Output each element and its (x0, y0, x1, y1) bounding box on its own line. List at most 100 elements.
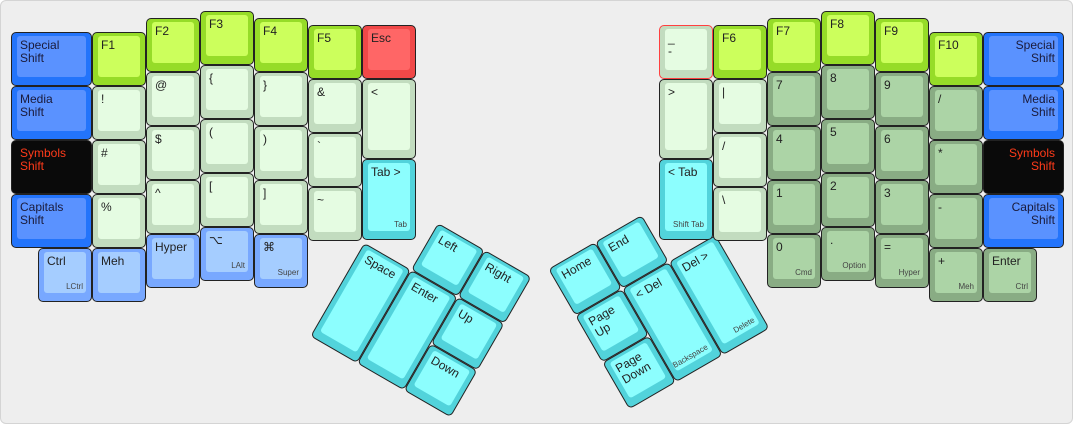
key-label: 3 (884, 186, 891, 200)
key-label: Del > (679, 248, 712, 275)
key-symbols-shift[interactable]: Symbols Shift (983, 140, 1064, 194)
key-symbol[interactable]: - (929, 194, 983, 248)
key-symbol[interactable]: # (92, 140, 146, 194)
key-6[interactable]: 6 (875, 126, 929, 180)
key-2[interactable]: 2 (821, 173, 875, 227)
key-meh[interactable]: Meh (92, 248, 146, 302)
key-symbol[interactable]: ~ (308, 187, 362, 241)
key-label: ~ (317, 193, 325, 207)
key-symbol[interactable]: @ (146, 72, 200, 126)
key-f10[interactable]: F10 (929, 32, 983, 86)
key-capitals-shift[interactable]: Capitals Shift (11, 194, 92, 248)
key-label: Special Shift (1015, 38, 1055, 65)
key-label: . (830, 233, 834, 247)
key-label: Capitals Shift (20, 200, 64, 227)
key-sublabel: LCtrl (66, 282, 83, 291)
key-label: _ - (668, 31, 675, 58)
key-symbol[interactable]: > (659, 79, 713, 159)
key-ctrl[interactable]: Ctrl LCtrl (38, 248, 92, 302)
key-0[interactable]: 0 Cmd (767, 234, 821, 288)
key-symbol[interactable]: * (929, 140, 983, 194)
key-1[interactable]: 1 (767, 180, 821, 234)
keycap: > (665, 83, 707, 150)
key-media-shift[interactable]: Media Shift (983, 86, 1064, 140)
key-symbol[interactable]: { (200, 65, 254, 119)
key-4[interactable]: 4 (767, 126, 821, 180)
key-f5[interactable]: F5 (308, 25, 362, 79)
key-label: 0 (776, 240, 783, 254)
keycap: F3 (206, 15, 248, 56)
keycap: F6 (719, 29, 761, 70)
keycap: ⌘ Super (260, 238, 302, 279)
key-f6[interactable]: F6 (713, 25, 767, 79)
key-symbol[interactable]: / (929, 86, 983, 140)
key-label: ⌘ (263, 240, 275, 254)
key-f2[interactable]: F2 (146, 18, 200, 72)
key-sublabel: Ctrl (1015, 282, 1028, 291)
key-label: Left (435, 232, 461, 255)
keycap: Special Shift (17, 36, 86, 77)
key-f7[interactable]: F7 (767, 18, 821, 72)
key-esc[interactable]: Esc (362, 25, 416, 79)
key-3[interactable]: 3 (875, 180, 929, 234)
key-symbol[interactable]: ⌥ LAlt (200, 227, 254, 281)
keycap: 8 (827, 69, 869, 110)
key-symbol[interactable]: ⌘ Super (254, 234, 308, 288)
keycap: 1 (773, 184, 815, 225)
key-5[interactable]: 5 (821, 119, 875, 173)
key-symbol[interactable]: $ (146, 126, 200, 180)
key-tab[interactable]: Tab > Tab (362, 159, 416, 240)
key-symbol[interactable]: ] (254, 180, 308, 234)
key-symbol[interactable]: ` (308, 133, 362, 187)
keycap: F8 (827, 15, 869, 56)
key-label: F5 (317, 31, 332, 45)
key-sublabel: Meh (958, 282, 974, 291)
keycap: Esc (368, 29, 410, 70)
key-enter[interactable]: Enter Ctrl (983, 248, 1037, 302)
keycap: Special Shift (989, 36, 1058, 77)
key-f9[interactable]: F9 (875, 18, 929, 72)
key-tab[interactable]: < Tab Shift Tab (659, 159, 713, 240)
key-symbol[interactable]: / (713, 133, 767, 187)
key-symbols-shift[interactable]: Symbols Shift (11, 140, 92, 194)
key-8[interactable]: 8 (821, 65, 875, 119)
key-special-shift[interactable]: Special Shift (11, 32, 92, 86)
key-symbol[interactable]: | (713, 79, 767, 133)
key-label: Right (482, 259, 514, 286)
key-label: F6 (722, 31, 737, 45)
key-symbol[interactable]: ! (92, 86, 146, 140)
keycap: / (719, 137, 761, 178)
key-f3[interactable]: F3 (200, 11, 254, 65)
key-media-shift[interactable]: Media Shift (11, 86, 92, 140)
key-symbol[interactable]: [ (200, 173, 254, 227)
key-label: Esc (371, 31, 392, 45)
key-f1[interactable]: F1 (92, 32, 146, 86)
key-symbol[interactable]: } (254, 72, 308, 126)
key-f8[interactable]: F8 (821, 11, 875, 65)
key-symbol[interactable]: . Option (821, 227, 875, 281)
key-label: < (371, 85, 379, 99)
key-f4[interactable]: F4 (254, 18, 308, 72)
key-symbol[interactable]: = Hyper (875, 234, 929, 288)
key-capitals-shift[interactable]: Capitals Shift (983, 194, 1064, 248)
keycap: } (260, 76, 302, 117)
key-symbol[interactable]: ^ (146, 180, 200, 234)
key-label: F10 (938, 38, 959, 52)
key-symbol[interactable]: ) (254, 126, 308, 180)
key-label: ⌥ (209, 233, 223, 247)
key-symbol[interactable]: % (92, 194, 146, 248)
key-symbol[interactable]: & (308, 79, 362, 133)
key-symbol[interactable]: \ (713, 187, 767, 241)
key-label: Up (455, 306, 476, 327)
key-hyper[interactable]: Hyper (146, 234, 200, 288)
key-label: / (722, 139, 726, 153)
key-symbol[interactable]: ( (200, 119, 254, 173)
key-special-shift[interactable]: Special Shift (983, 32, 1064, 86)
key-symbol[interactable]: _ - (659, 25, 713, 79)
key-9[interactable]: 9 (875, 72, 929, 126)
key-symbol[interactable]: + Meh (929, 248, 983, 302)
keycap: + Meh (935, 252, 977, 293)
key-7[interactable]: 7 (767, 72, 821, 126)
key-symbol[interactable]: < (362, 79, 416, 159)
keycap: @ (152, 76, 194, 117)
